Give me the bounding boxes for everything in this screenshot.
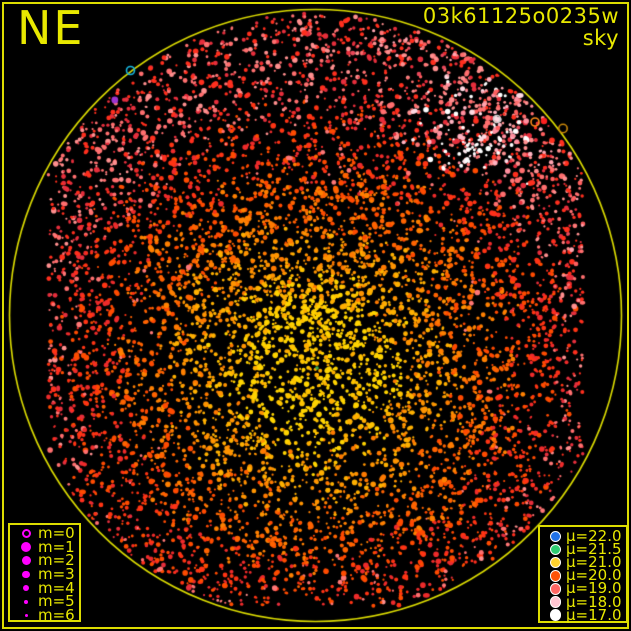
legend-row: m=6: [14, 605, 79, 624]
mu-color-icon: [549, 530, 562, 543]
mu-color-icon: [549, 583, 562, 595]
subtitle-label: sky: [582, 26, 619, 50]
m-dot-icon: [22, 570, 30, 579]
magnitude-legend-rows: m=0 m=1 m=2 m=3 m=4 m=5 m=6: [14, 524, 79, 624]
legend-row: μ=21.5: [545, 540, 626, 559]
legend-label: μ=22.0: [566, 527, 622, 546]
legend-row: μ=18.0: [545, 592, 626, 611]
legend-label: μ=20.0: [566, 566, 622, 585]
legend-label: μ=21.5: [566, 540, 622, 559]
mu-color-icon: [549, 609, 562, 621]
legend-row: μ=22.0: [545, 527, 626, 546]
field-id-label: 03k61125o0235w: [422, 4, 619, 28]
legend-row: m=1: [14, 537, 79, 556]
legend-label: m=6: [38, 605, 75, 624]
legend-row: μ=19.0: [545, 579, 626, 598]
legend-label: μ=21.0: [566, 553, 622, 572]
m-dot-icon: [23, 599, 29, 605]
legend-label: μ=18.0: [566, 592, 622, 611]
legend-row: μ=17.0: [545, 605, 626, 624]
m-dot-icon: [24, 613, 28, 617]
legend-label: m=4: [38, 578, 75, 597]
legend-label: m=3: [38, 565, 75, 584]
legend-label: m=2: [38, 551, 75, 570]
legend-label: m=5: [38, 592, 75, 611]
legend-row: m=5: [14, 592, 79, 611]
legend-row: m=4: [14, 578, 79, 597]
mu-legend-rows: μ=22.0 μ=21.5 μ=21.0 μ=20.0 μ=19.0 μ=18.0 μ=17…: [545, 527, 626, 624]
surface-brightness-color-legend: μ=22.0 μ=21.5 μ=21.0 μ=20.0 μ=19.0 μ=18.0 μ=17…: [538, 525, 628, 623]
orientation-label: NE: [17, 1, 85, 55]
title-block: 03k61125o0235w sky: [423, 5, 619, 49]
legend-row: m=3: [14, 565, 79, 584]
legend-label: μ=17.0: [566, 605, 622, 624]
mu-color-icon: [549, 596, 562, 608]
m-dot-icon: [23, 585, 29, 592]
legend-row: m=2: [14, 551, 79, 570]
legend-row: m=0: [14, 524, 79, 543]
m-dot-icon: [21, 542, 31, 553]
m-dot-icon: [21, 556, 31, 566]
magnitude-size-legend: m=0 m=1 m=2 m=3 m=4 m=5 m=6: [8, 523, 81, 622]
legend-label: μ=19.0: [566, 579, 622, 598]
legend-row: μ=21.0: [545, 553, 626, 572]
legend-label: m=0: [38, 524, 75, 543]
legend-row: μ=20.0: [545, 566, 626, 585]
m-ring-icon: [21, 529, 31, 539]
mu-color-icon: [549, 557, 562, 569]
mu-color-icon: [549, 543, 562, 556]
mu-color-icon: [549, 570, 562, 582]
legend-label: m=1: [38, 537, 75, 556]
